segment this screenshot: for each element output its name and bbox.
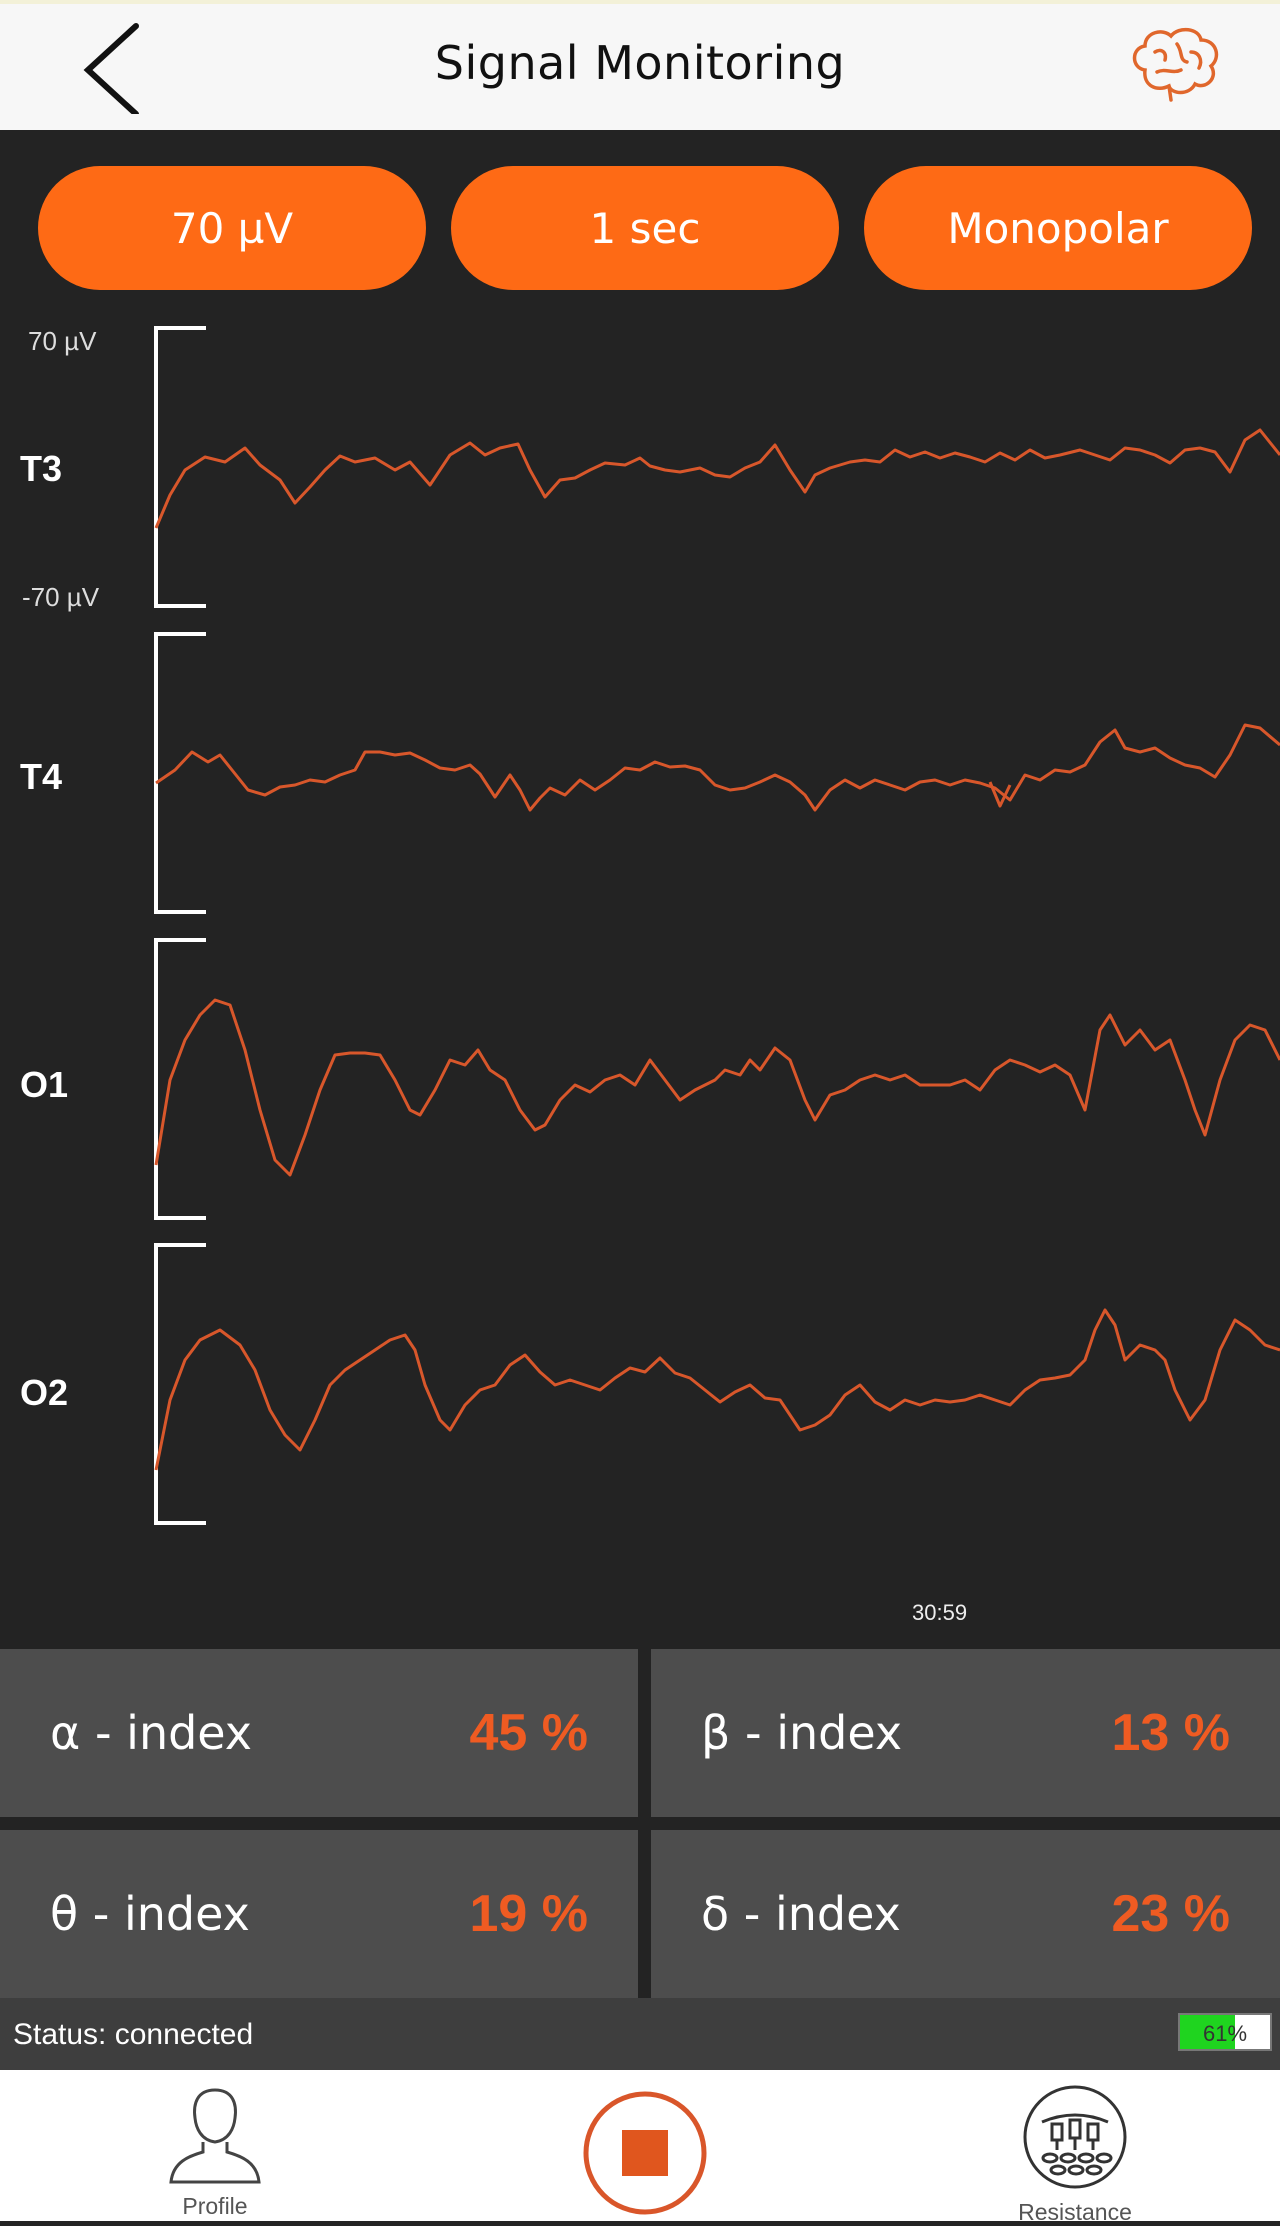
delta-index-tile: δ - index 23 % bbox=[651, 1830, 1280, 1998]
time-window-button[interactable]: 1 sec bbox=[451, 166, 839, 290]
tab-resistance[interactable]: Resistance bbox=[1010, 2082, 1140, 2226]
theta-index-label: θ - index bbox=[50, 1887, 250, 1941]
battery-percent: 61% bbox=[1202, 2021, 1248, 2046]
timecode: 30:59 bbox=[912, 1600, 968, 1625]
bracket-o1 bbox=[154, 938, 206, 1220]
trace-t4-spikes bbox=[988, 781, 1012, 808]
bottom-tab-bar: Profile bbox=[0, 2070, 1280, 2225]
montage-button[interactable]: Monopolar bbox=[864, 166, 1252, 290]
theta-index-tile: θ - index 19 % bbox=[0, 1830, 638, 1998]
trace-o2 bbox=[154, 1308, 1280, 1471]
tab-profile[interactable]: Profile bbox=[140, 2082, 290, 2220]
trace-o1 bbox=[154, 998, 1280, 1177]
tab-resistance-label: Resistance bbox=[1018, 2199, 1132, 2225]
beta-index-tile: β - index 13 % bbox=[651, 1649, 1280, 1817]
page-title: Signal Monitoring bbox=[434, 36, 846, 90]
bracket-t3 bbox=[154, 326, 206, 608]
brain-icon bbox=[1132, 27, 1219, 102]
tab-profile-label: Profile bbox=[182, 2193, 248, 2219]
trace-t4 bbox=[155, 723, 1280, 812]
eeg-plot bbox=[154, 326, 1280, 1525]
electrode-resistance-icon bbox=[1023, 2085, 1127, 2189]
chevron-left-icon bbox=[83, 23, 139, 117]
stop-icon bbox=[583, 2091, 707, 2215]
amplitude-button[interactable]: 70 µV bbox=[38, 166, 426, 290]
channel-label-o1: O1 bbox=[20, 1064, 69, 1105]
beta-index-value: 13 % bbox=[1111, 1704, 1230, 1762]
alpha-index-label: α - index bbox=[50, 1706, 253, 1760]
alpha-index-value: 45 % bbox=[469, 1704, 588, 1762]
channel-label-o2: O2 bbox=[20, 1372, 69, 1413]
brain-button[interactable] bbox=[1125, 22, 1225, 104]
top-bar: Signal Monitoring bbox=[0, 0, 1280, 130]
alpha-index-tile: α - index 45 % bbox=[0, 1649, 638, 1817]
delta-index-label: δ - index bbox=[701, 1887, 901, 1941]
delta-index-value: 23 % bbox=[1111, 1885, 1230, 1943]
theta-index-value: 19 % bbox=[469, 1885, 588, 1943]
battery-level-fill bbox=[1180, 2015, 1235, 2049]
channel-label-t4: T4 bbox=[20, 756, 63, 797]
channel-label-t3: T3 bbox=[20, 448, 63, 489]
scale-top-label: 70 µV bbox=[28, 326, 97, 356]
bracket-o2 bbox=[154, 1243, 206, 1525]
bracket-t4 bbox=[154, 632, 206, 914]
person-icon bbox=[169, 2088, 261, 2184]
connection-status: Status: connected bbox=[13, 2018, 254, 2051]
battery-indicator: 61% bbox=[1178, 2013, 1272, 2051]
trace-t3 bbox=[154, 428, 1280, 529]
channel-brackets bbox=[154, 326, 206, 1525]
beta-index-label: β - index bbox=[701, 1706, 903, 1760]
stop-recording-button[interactable] bbox=[582, 2090, 708, 2216]
status-bar: Status: connected 61% bbox=[0, 1998, 1280, 2070]
scale-bottom-label: -70 µV bbox=[22, 582, 100, 612]
back-button[interactable] bbox=[78, 14, 158, 117]
